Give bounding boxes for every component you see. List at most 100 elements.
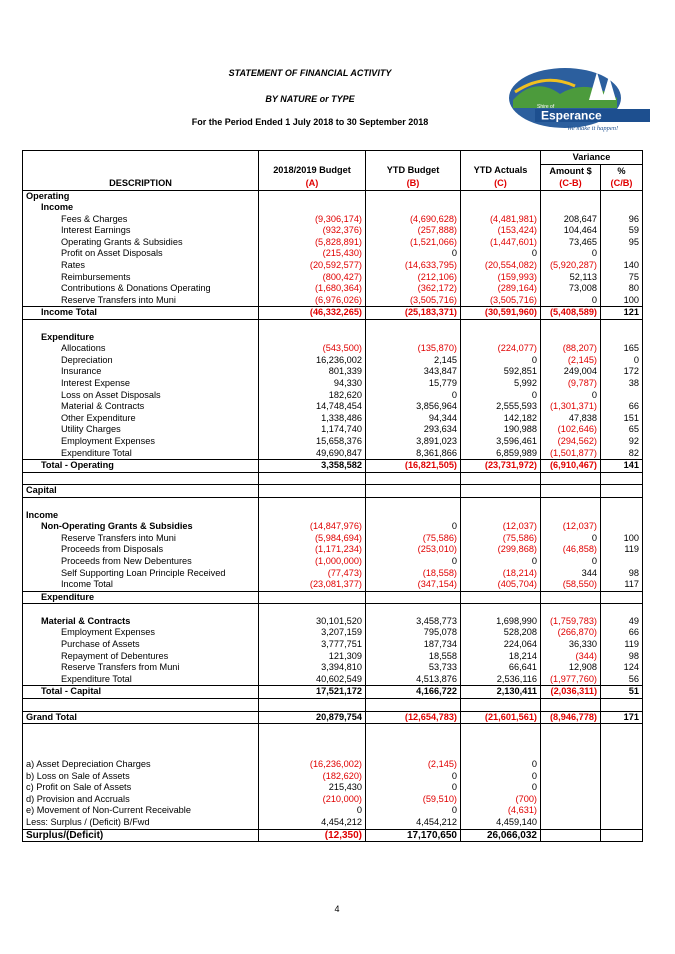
description-cell: Total - Operating	[22, 459, 259, 473]
table-row: Reserve Transfers from Muni 3,394,810 53,7…	[22, 662, 643, 674]
empty-cell	[600, 497, 643, 510]
value-cell	[540, 509, 601, 522]
description-cell: b) Loss on Sale of Assets	[22, 770, 259, 783]
value-cell: (20,592,577)	[258, 260, 366, 272]
description-cell: Utility Charges	[22, 424, 259, 436]
value-cell: 0	[258, 805, 366, 817]
value-cell: (6,976,026)	[258, 294, 366, 307]
value-cell: (23,731,972)	[460, 459, 541, 473]
value-cell: 15,658,376	[258, 435, 366, 448]
value-cell	[460, 484, 541, 498]
value-cell: 3,207,159	[258, 627, 366, 640]
value-cell: (1,447,601)	[460, 236, 541, 249]
header-row: 2018/2019 Budget YTD Budget YTD Actuals Amo…	[22, 164, 643, 177]
value-cell: 82	[600, 447, 643, 460]
value-cell: 165	[600, 343, 643, 355]
empty-cell	[22, 497, 259, 510]
value-cell: 94,344	[365, 412, 461, 425]
value-cell: (21,601,561)	[460, 710, 541, 725]
description-cell: Employment Expenses	[22, 627, 259, 640]
empty-cell	[365, 698, 461, 712]
logo-tree	[589, 72, 605, 100]
value-cell: 140	[600, 260, 643, 272]
table-row: Rates (20,592,577) (14,633,795) (20,554,082…	[22, 260, 643, 272]
description-cell: Surplus/(Deficit)	[22, 828, 259, 843]
description-cell: Operating	[22, 190, 259, 203]
value-cell	[258, 202, 366, 214]
value-cell	[600, 805, 643, 817]
empty-cell	[540, 735, 601, 748]
header-row: DESCRIPTION (A) (B) (C) (C-B) (C/B)	[22, 177, 643, 191]
value-cell: 3,596,461	[460, 435, 541, 448]
value-cell: (224,077)	[460, 343, 541, 355]
value-cell	[540, 828, 601, 843]
column-header: 2018/2019 Budget	[258, 164, 366, 177]
value-cell: 119	[600, 639, 643, 651]
column-header: YTD Actuals	[460, 164, 541, 177]
value-cell	[600, 484, 643, 498]
empty-cell	[258, 603, 366, 616]
period: For the Period Ended 1 July 2018 to 30 S…	[191, 117, 429, 127]
value-cell	[365, 509, 461, 522]
table-row: Utility Charges 1,174,740 293,634 190,988 (1…	[22, 424, 643, 436]
value-cell: 104,464	[540, 225, 601, 237]
empty-cell	[540, 698, 601, 712]
value-cell: (18,558)	[365, 567, 461, 580]
value-cell: (294,562)	[540, 435, 601, 448]
value-cell	[600, 770, 643, 783]
value-cell: 18,558	[365, 650, 461, 663]
value-cell	[365, 331, 461, 344]
spacer-row	[22, 723, 643, 736]
description-cell: Rates	[22, 260, 259, 272]
value-cell: 36,330	[540, 639, 601, 651]
empty-cell	[22, 735, 259, 748]
spacer-row	[22, 497, 643, 510]
variance-label: Variance	[540, 150, 643, 165]
value-cell: (75,586)	[460, 532, 541, 545]
value-cell: 592,851	[460, 366, 541, 378]
value-cell: 49,690,847	[258, 447, 366, 460]
value-cell: 224,064	[460, 639, 541, 651]
value-cell	[365, 484, 461, 498]
description-cell: Income	[22, 509, 259, 522]
empty-cell	[600, 698, 643, 712]
empty-cell	[258, 472, 366, 485]
value-cell: (30,591,960)	[460, 306, 541, 321]
description-cell: a) Asset Depreciation Charges	[22, 759, 259, 771]
value-cell: 17,170,650	[365, 828, 461, 843]
description-cell: Reserve Transfers from Muni	[22, 662, 259, 674]
value-cell: 0	[540, 294, 601, 307]
spacer-row	[22, 319, 643, 332]
value-cell: 0	[365, 248, 461, 261]
empty-cell	[258, 747, 366, 759]
table-row: Total - Capital 17,521,172 4,166,722 2,130,…	[22, 685, 643, 700]
table-row: Depreciation 16,236,002 2,145 0 (2,145) 0	[22, 354, 643, 367]
value-cell: (212,106)	[365, 271, 461, 284]
value-cell: 4,513,876	[365, 673, 461, 686]
value-cell	[540, 590, 601, 605]
table-row: Grand Total 20,879,754 (12,654,783) (21,601…	[22, 710, 643, 725]
value-cell: 0	[540, 555, 601, 568]
table-row: Reserve Transfers into Muni (5,984,694) (7…	[22, 532, 643, 545]
empty-cell	[22, 698, 259, 712]
table-row: Purchase of Assets 3,777,751 187,734 224,06…	[22, 639, 643, 651]
table-row: Total - Operating 3,358,582 (16,821,505) (2…	[22, 459, 643, 473]
value-cell: 8,361,866	[365, 447, 461, 460]
value-cell: 0	[460, 759, 541, 771]
value-cell: 0	[365, 555, 461, 568]
column-header: (C)	[460, 177, 541, 191]
value-cell: 14,748,454	[258, 401, 366, 413]
value-cell: 17,521,172	[258, 685, 366, 700]
value-cell: (932,376)	[258, 225, 366, 237]
value-cell: (543,500)	[258, 343, 366, 355]
value-cell: (14,633,795)	[365, 260, 461, 272]
value-cell: 100	[600, 532, 643, 545]
column-header: %	[600, 164, 643, 177]
description-cell: Depreciation	[22, 354, 259, 367]
value-cell: 182,620	[258, 389, 366, 402]
value-cell: (4,481,981)	[460, 213, 541, 226]
value-cell: (215,430)	[258, 248, 366, 261]
value-cell: (9,787)	[540, 378, 601, 390]
value-cell: 4,166,722	[365, 685, 461, 700]
value-cell: 26,066,032	[460, 828, 541, 843]
